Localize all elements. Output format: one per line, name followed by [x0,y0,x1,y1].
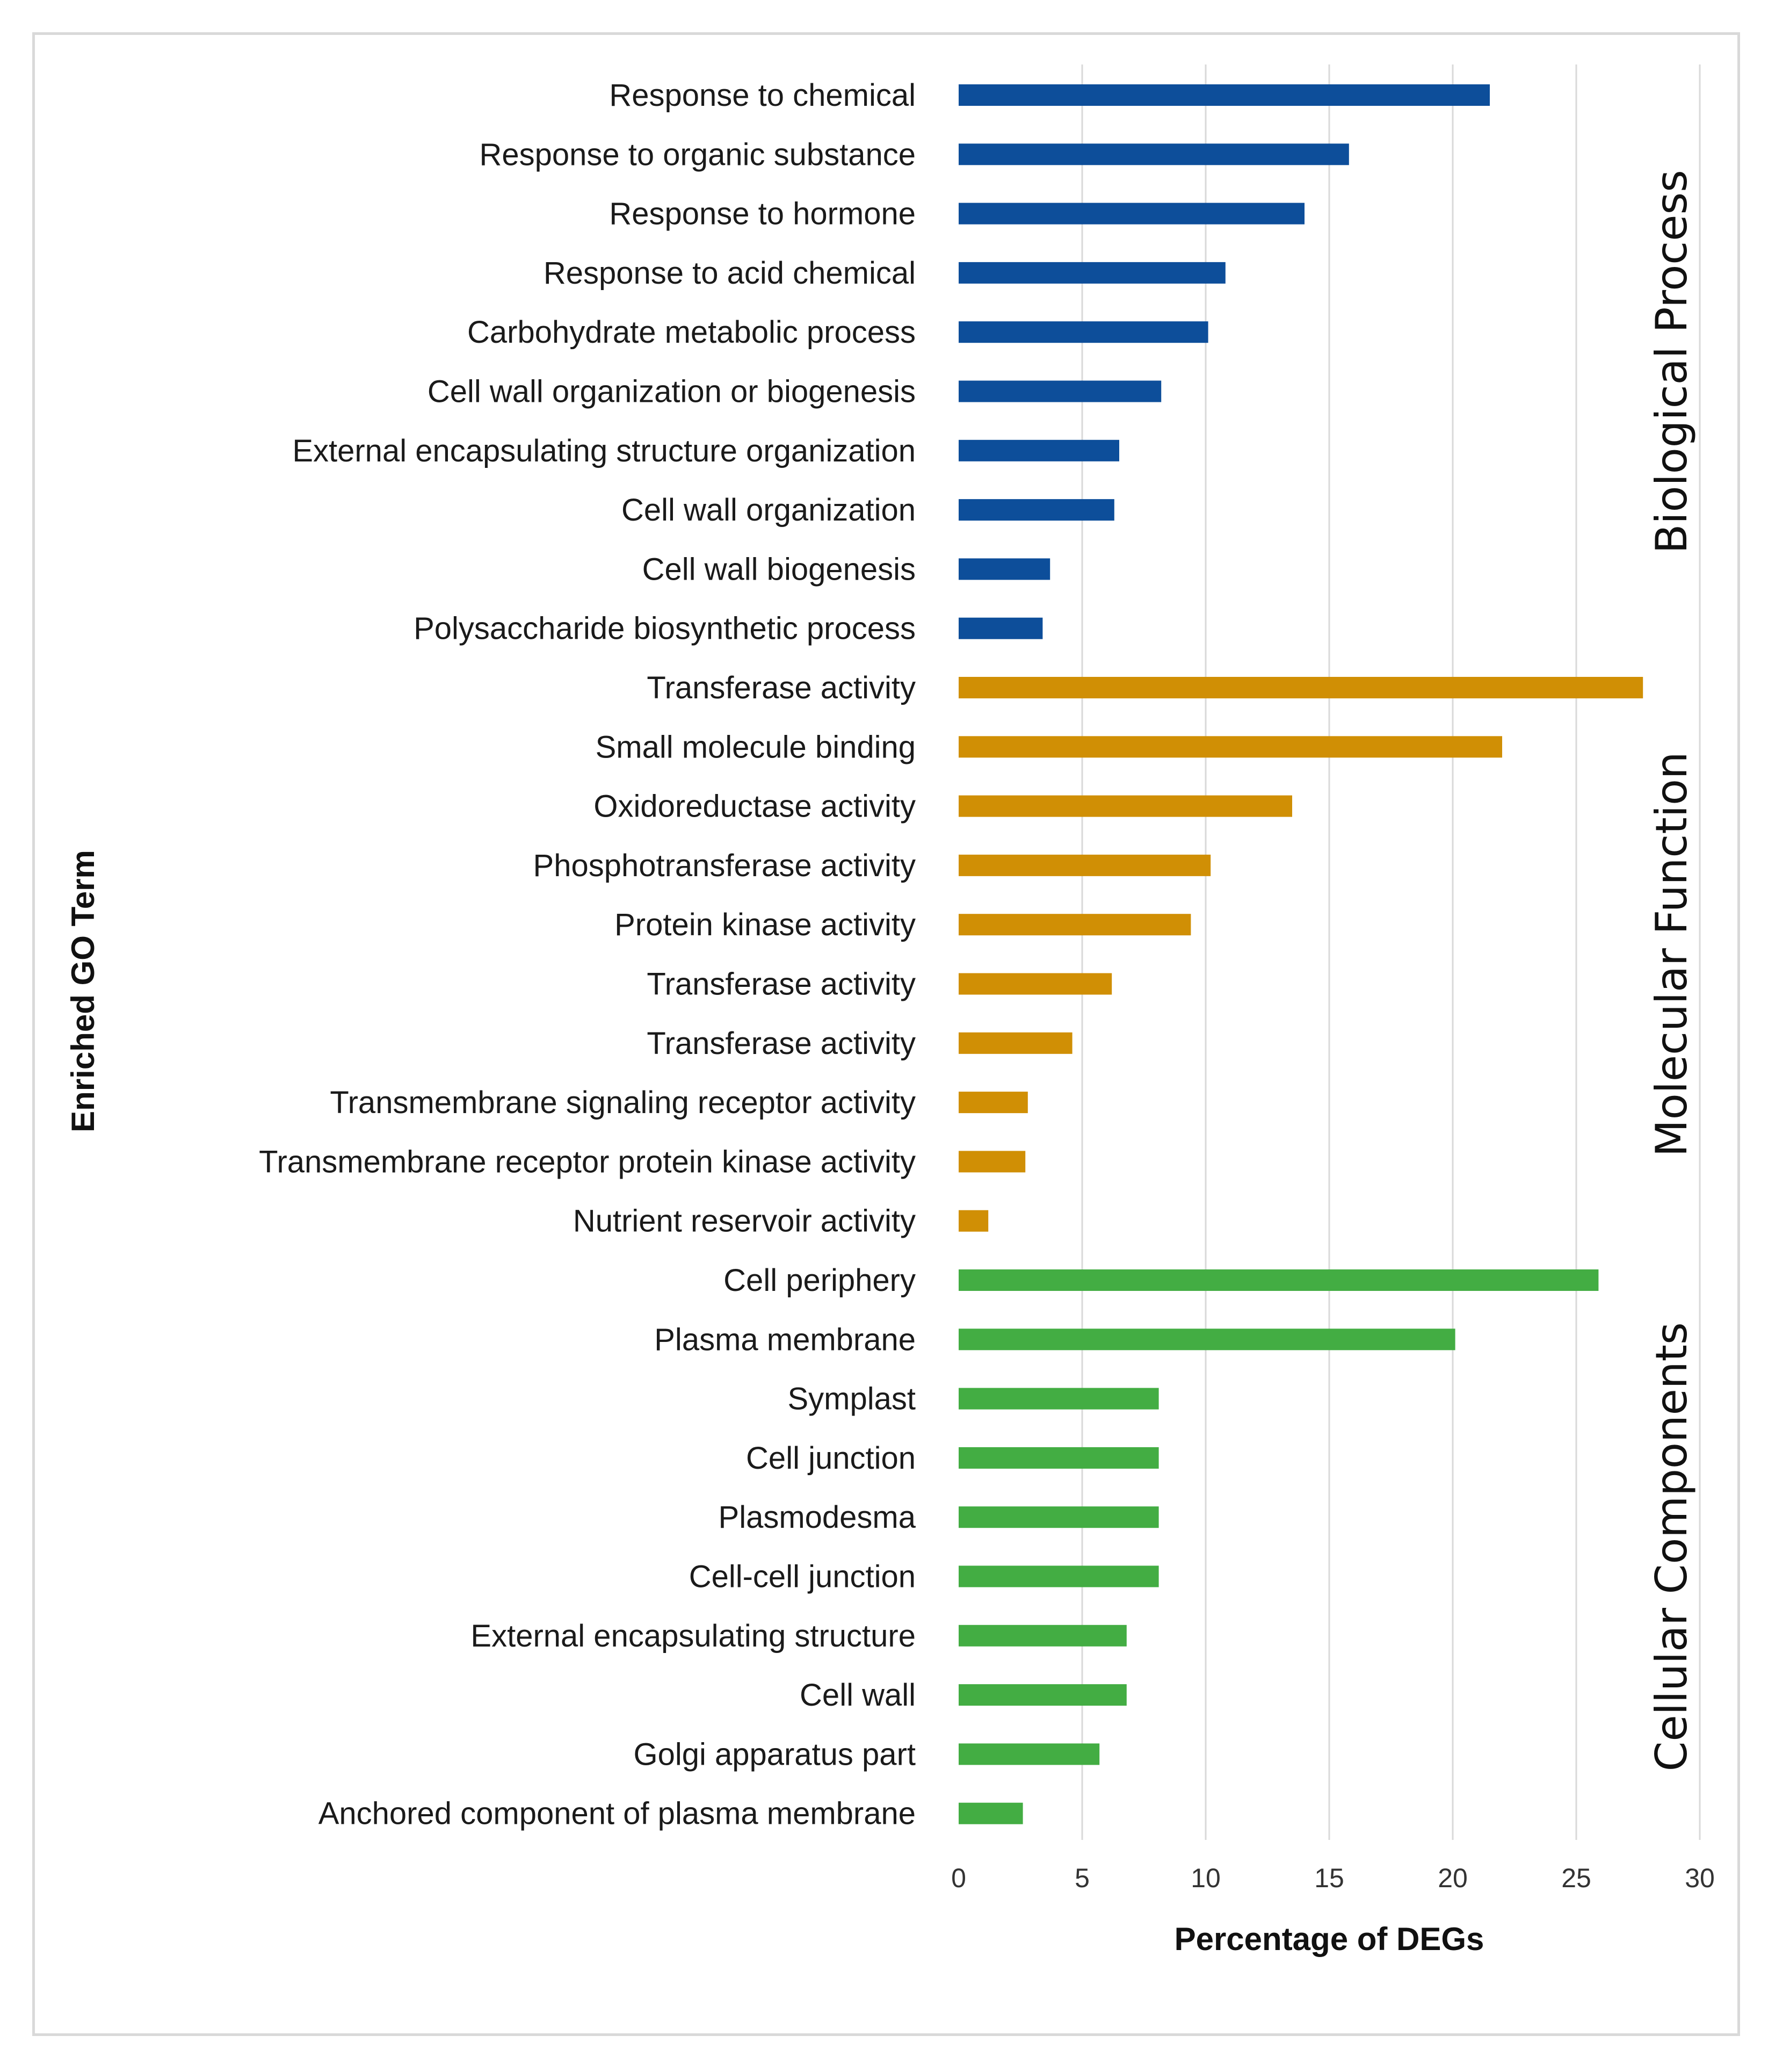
group-label: Molecular Function [1647,752,1697,1157]
bar [959,1210,989,1232]
category-label: Anchored component of plasma membrane [318,1796,916,1831]
bar [959,1625,1127,1647]
bar [959,143,1349,165]
category-label: Transmembrane receptor protein kinase ac… [259,1144,916,1179]
category-labels: Response to chemical Response to organic … [259,78,916,1831]
x-tick-label: 30 [1685,1863,1715,1893]
category-label: Symplast [787,1382,916,1417]
bar [959,617,1043,639]
category-label: Transferase activity [647,670,916,705]
group-label: Cellular Components [1647,1322,1697,1771]
category-label: Response to organic substance [479,137,916,172]
x-axis-title: Percentage of DEGs [1175,1921,1484,1957]
category-label: External encapsulating structure organiz… [292,434,916,468]
bar [959,1329,1455,1351]
category-label: Transferase activity [647,1026,916,1061]
bar [959,439,1119,461]
x-tick-label: 20 [1438,1863,1468,1893]
group-label: Biological Process [1647,170,1697,553]
category-label: Transmembrane signaling receptor activit… [330,1085,916,1120]
bar [959,677,1643,698]
bar [959,499,1114,521]
x-tick-labels: 0 5 10 15 20 25 30 [951,1863,1715,1893]
y-axis-title: Enriched GO Term [65,850,101,1132]
bar [959,914,1191,936]
bar [959,1565,1159,1587]
x-tick-label: 10 [1191,1863,1221,1893]
bar [959,795,1292,817]
bar [959,1684,1127,1706]
category-label: Nutrient reservoir activity [573,1204,916,1239]
bar [959,203,1305,225]
bar [959,84,1490,106]
category-label: Plasmodesma [719,1500,916,1535]
category-label: Small molecule binding [596,730,916,764]
category-label: External encapsulating structure [470,1619,916,1654]
category-label: Response to chemical [609,78,916,113]
bar [959,973,1112,995]
bar [959,558,1050,580]
x-tick-label: 0 [951,1863,966,1893]
category-label: Response to hormone [609,197,916,232]
go-enrichment-bar-chart: Response to chemical Response to organic … [65,64,1715,1957]
x-tick-label: 25 [1561,1863,1591,1893]
bars [959,84,1643,1824]
bar [959,262,1226,284]
bar [959,1802,1023,1824]
bar [959,380,1162,402]
category-label: Plasma membrane [654,1322,916,1357]
bar [959,1506,1159,1528]
category-label: Cell wall [800,1678,916,1713]
category-label: Cell junction [746,1441,916,1476]
category-label: Cell periphery [723,1263,916,1298]
category-label: Polysaccharide biosynthetic process [414,611,916,646]
x-tick-label: 15 [1314,1863,1344,1893]
bar [959,1092,1028,1114]
chart-frame: Response to chemical Response to organic … [32,32,1740,2036]
category-label: Carbohydrate metabolic process [467,315,916,350]
bar [959,1743,1100,1765]
category-label: Golgi apparatus part [633,1737,916,1772]
bar [959,1269,1599,1291]
category-label: Cell-cell junction [689,1560,916,1594]
category-label: Cell wall biogenesis [642,552,916,587]
bar [959,1032,1073,1054]
category-label: Oxidoreductase activity [593,789,916,824]
bar [959,1388,1159,1410]
category-label: Transferase activity [647,967,916,1002]
category-label: Protein kinase activity [614,907,916,942]
category-label: Response to acid chemical [544,256,916,291]
gridlines [1081,64,1701,1840]
bar [959,321,1208,343]
bar [959,854,1211,876]
x-tick-label: 5 [1075,1863,1090,1893]
category-label: Cell wall organization [621,493,916,528]
bar [959,1447,1159,1469]
bar [959,1151,1026,1173]
category-label: Phosphotransferase activity [533,848,916,883]
category-label: Cell wall organization or biogenesis [427,374,916,409]
group-labels: Biological Process Molecular Function Cell… [1647,170,1697,1771]
bar [959,736,1502,758]
